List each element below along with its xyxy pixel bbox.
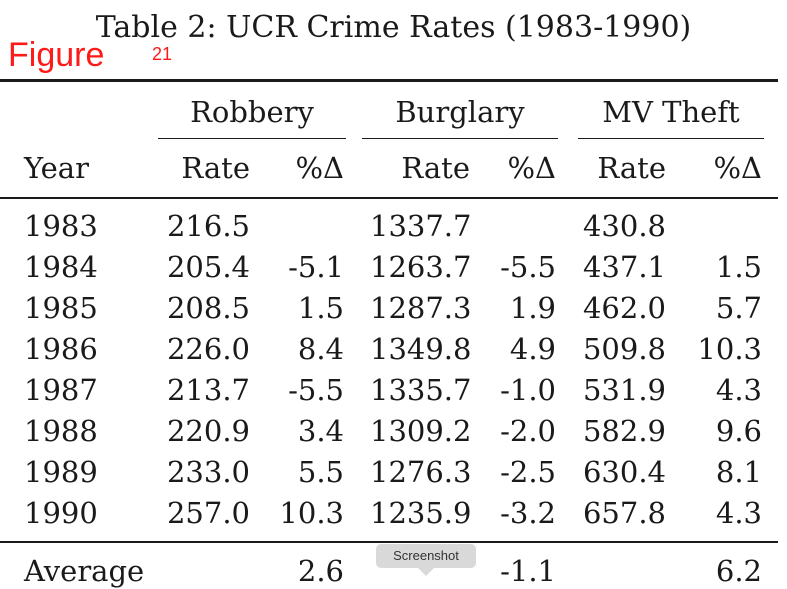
cell-robbery-rate: 220.9	[166, 414, 250, 448]
group-header-burglary: Burglary	[395, 95, 525, 129]
cell-burglary-change: -2.5	[500, 455, 556, 489]
cmidrule-mv-theft	[578, 138, 764, 139]
header-mv-theft-rate: Rate	[597, 151, 666, 185]
cell-mv-theft-rate: 462.0	[582, 291, 666, 325]
cell-year: 1987	[24, 373, 98, 407]
cell-robbery-change: 1.5	[297, 291, 344, 325]
cell-burglary-rate: 1349.8	[370, 332, 472, 366]
cell-burglary-change: 1.9	[509, 291, 556, 325]
group-header-mv-theft: MV Theft	[602, 95, 740, 129]
table-caption: Table 2: UCR Crime Rates (1983-1990)	[95, 10, 692, 45]
cell-mv-theft-change: 5.7	[715, 291, 762, 325]
cell-robbery-rate: 257.0	[166, 496, 250, 530]
cell-mv-theft-change: 9.6	[715, 414, 762, 448]
cell-robbery-rate: 208.5	[166, 291, 250, 325]
cell-mv-theft-change: 4.3	[715, 373, 762, 407]
header-rule	[0, 197, 778, 199]
cmidrule-burglary	[362, 138, 558, 139]
header-robbery-rate: Rate	[181, 151, 250, 185]
cell-year: 1983	[24, 209, 98, 243]
cell-burglary-rate: 1309.2	[370, 414, 472, 448]
cell-mv-theft-rate: 509.8	[582, 332, 666, 366]
cell-robbery-change: 8.4	[297, 332, 344, 366]
cell-mv-theft-rate: 531.9	[582, 373, 666, 407]
cell-robbery-rate: 213.7	[166, 373, 250, 407]
cell-burglary-rate: 1287.3	[370, 291, 472, 325]
cmidrule-robbery	[158, 138, 346, 139]
header-robbery-change: %Δ	[295, 151, 345, 185]
cell-mv-theft-rate: 437.1	[582, 250, 666, 284]
cell-burglary-change: -1.0	[500, 373, 556, 407]
cell-robbery-rate: 205.4	[166, 250, 250, 284]
cell-year: 1988	[24, 414, 98, 448]
cell-mv-theft-change: 4.3	[715, 496, 762, 530]
cell-robbery-change: 10.3	[279, 496, 344, 530]
cell-robbery-change: 5.5	[297, 455, 344, 489]
screenshot-tooltip: Screenshot	[376, 544, 476, 568]
header-burglary-rate: Rate	[401, 151, 470, 185]
average-burglary-change: -1.1	[500, 554, 556, 588]
cell-burglary-change: -3.2	[500, 496, 556, 530]
cell-mv-theft-rate: 430.8	[582, 209, 666, 243]
average-robbery-change: 2.6	[297, 554, 344, 588]
cell-burglary-change: -2.0	[500, 414, 556, 448]
cell-burglary-change: -5.5	[500, 250, 556, 284]
cell-mv-theft-change: 10.3	[697, 332, 762, 366]
cell-year: 1989	[24, 455, 98, 489]
cell-robbery-rate: 216.5	[166, 209, 250, 243]
average-rule	[0, 541, 778, 543]
average-mv-theft-change: 6.2	[715, 554, 762, 588]
cell-year: 1985	[24, 291, 98, 325]
cell-mv-theft-change: 1.5	[715, 250, 762, 284]
header-year: Year	[24, 151, 89, 185]
cell-robbery-change: 3.4	[297, 414, 344, 448]
cell-robbery-rate: 233.0	[166, 455, 250, 489]
cell-mv-theft-rate: 657.8	[582, 496, 666, 530]
cell-year: 1986	[24, 332, 98, 366]
cell-mv-theft-rate: 630.4	[582, 455, 666, 489]
cell-burglary-rate: 1235.9	[370, 496, 472, 530]
cell-burglary-rate: 1276.3	[370, 455, 472, 489]
header-mv-theft-change: %Δ	[713, 151, 763, 185]
average-label: Average	[24, 554, 145, 588]
cell-burglary-rate: 1337.7	[370, 209, 472, 243]
cell-burglary-change: 4.9	[509, 332, 556, 366]
group-header-robbery: Robbery	[190, 95, 314, 129]
figure-number: 21	[152, 44, 173, 64]
cell-robbery-rate: 226.0	[166, 332, 250, 366]
header-burglary-change: %Δ	[507, 151, 557, 185]
cell-burglary-rate: 1335.7	[370, 373, 472, 407]
cell-year: 1990	[24, 496, 98, 530]
cell-mv-theft-rate: 582.9	[582, 414, 666, 448]
cell-robbery-change: -5.1	[288, 250, 344, 284]
cell-burglary-rate: 1263.7	[370, 250, 472, 284]
tooltip-tail	[418, 568, 434, 576]
cell-robbery-change: -5.5	[288, 373, 344, 407]
cell-mv-theft-change: 8.1	[715, 455, 762, 489]
figure-label: Figure	[8, 36, 105, 74]
top-rule	[0, 79, 778, 82]
cell-year: 1984	[24, 250, 98, 284]
